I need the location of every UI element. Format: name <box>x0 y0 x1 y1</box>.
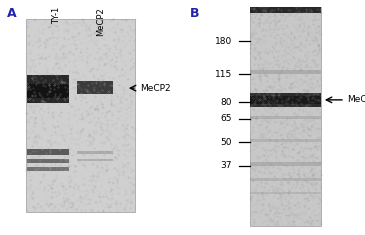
Bar <box>27 159 69 163</box>
Bar <box>77 81 113 94</box>
Bar <box>250 70 321 74</box>
Bar <box>250 178 321 181</box>
Bar <box>250 7 321 13</box>
Text: 180: 180 <box>215 37 232 46</box>
Bar <box>250 162 321 166</box>
Bar <box>250 96 321 104</box>
Text: MeCP2: MeCP2 <box>347 95 365 104</box>
Bar <box>250 93 321 107</box>
Text: B: B <box>190 7 199 20</box>
Text: 80: 80 <box>220 98 232 107</box>
Bar <box>26 19 135 212</box>
Text: 115: 115 <box>215 70 232 78</box>
Bar <box>250 116 321 119</box>
Text: 65: 65 <box>220 114 232 123</box>
Bar <box>27 167 69 171</box>
Bar <box>77 151 113 154</box>
Bar <box>27 84 69 98</box>
Bar <box>77 159 113 161</box>
Bar <box>250 192 321 194</box>
Text: TY-1: TY-1 <box>52 7 61 24</box>
Text: 50: 50 <box>220 138 232 147</box>
Bar <box>27 149 69 155</box>
Bar <box>250 139 321 142</box>
Bar <box>250 7 321 226</box>
Text: MeCP2: MeCP2 <box>141 84 171 93</box>
Text: MeCP2: MeCP2 <box>96 7 105 36</box>
Text: 37: 37 <box>220 161 232 170</box>
Text: A: A <box>7 7 17 20</box>
Bar <box>27 75 69 103</box>
